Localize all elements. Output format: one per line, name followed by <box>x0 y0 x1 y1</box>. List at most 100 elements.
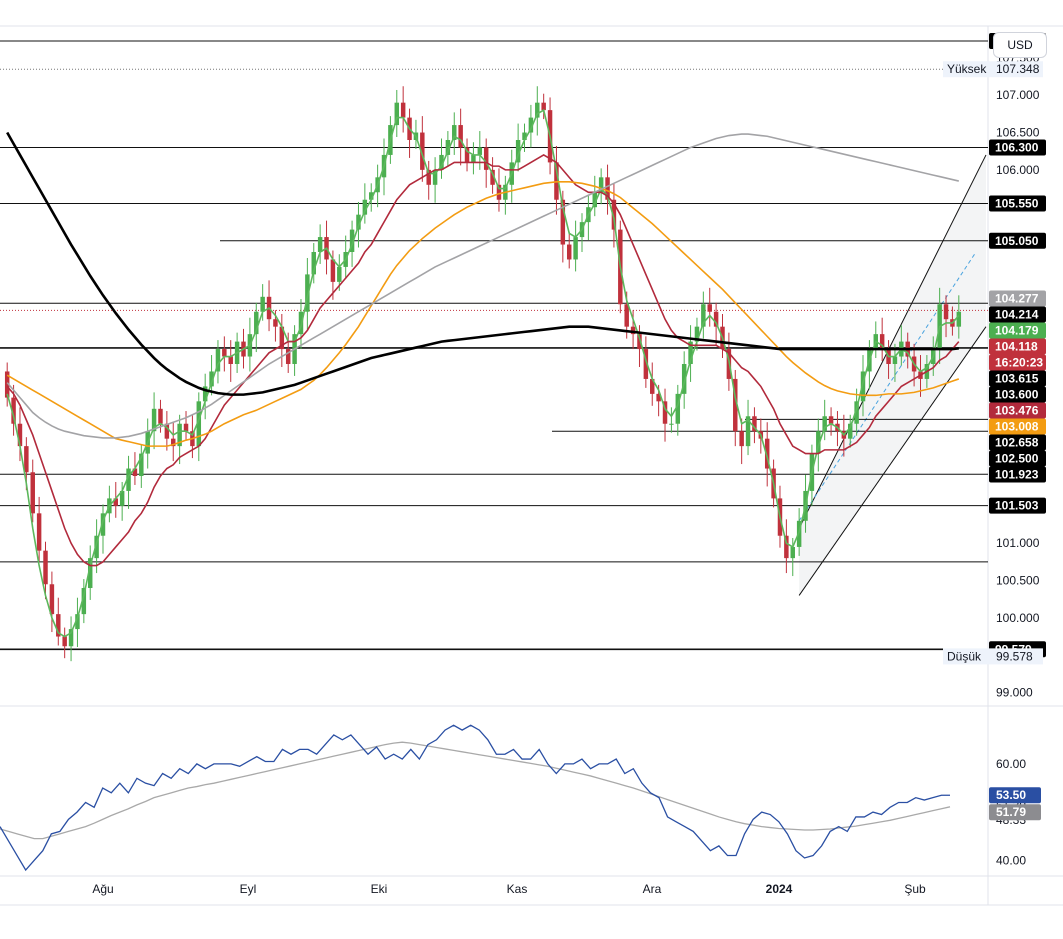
price-tag[interactable] <box>989 497 1046 514</box>
time-axis[interactable]: Ağu Eyl Eki Kas Ara 2024 Şub <box>92 882 926 896</box>
candle[interactable] <box>822 416 827 432</box>
candle[interactable] <box>650 378 655 394</box>
price-tag[interactable] <box>989 386 1046 403</box>
candle[interactable] <box>228 356 233 364</box>
price-tag[interactable] <box>989 338 1046 355</box>
candle[interactable] <box>445 140 451 155</box>
price-tag[interactable] <box>989 354 1046 371</box>
candle[interactable] <box>784 535 789 559</box>
price-tag[interactable] <box>989 402 1046 419</box>
candle[interactable] <box>535 102 540 118</box>
channel-lower-line[interactable] <box>798 326 987 596</box>
candle[interactable] <box>100 513 106 536</box>
candle[interactable] <box>368 192 374 200</box>
candle[interactable] <box>11 397 16 424</box>
candle[interactable] <box>739 431 744 447</box>
rsi-ma-tag[interactable] <box>989 804 1041 821</box>
candle[interactable] <box>854 401 859 424</box>
candle[interactable] <box>605 177 610 200</box>
candle[interactable] <box>30 472 35 514</box>
candle[interactable] <box>956 311 962 327</box>
candle[interactable] <box>669 423 674 425</box>
candle[interactable] <box>637 334 642 350</box>
candle[interactable] <box>420 132 425 170</box>
price-tag[interactable] <box>989 418 1046 435</box>
candle[interactable] <box>139 453 144 476</box>
rsi-value-tag[interactable] <box>989 787 1041 804</box>
candle[interactable] <box>611 199 617 230</box>
candle[interactable] <box>452 125 457 140</box>
candle[interactable] <box>943 304 949 320</box>
moving-average-ma-grey[interactable] <box>6 133 959 439</box>
candle[interactable] <box>87 558 93 588</box>
price-tag[interactable] <box>989 232 1046 249</box>
candle[interactable] <box>196 401 202 447</box>
candle[interactable] <box>752 416 757 432</box>
price-axis[interactable]: 99.000 100.000 100.500 101.000 106.000 106.50… <box>943 32 1046 867</box>
candle[interactable] <box>630 326 636 335</box>
candle[interactable] <box>464 147 470 163</box>
channel-upper-line[interactable] <box>798 154 987 529</box>
candle[interactable] <box>171 438 176 447</box>
candle[interactable] <box>790 546 795 559</box>
candle[interactable] <box>566 244 572 260</box>
candle[interactable] <box>643 349 649 379</box>
candle[interactable] <box>254 311 259 335</box>
candle[interactable] <box>496 184 502 200</box>
candle[interactable] <box>113 498 119 506</box>
candle[interactable] <box>400 102 406 118</box>
candle[interactable] <box>394 102 400 126</box>
candle[interactable] <box>515 140 521 163</box>
price-tag[interactable] <box>989 450 1046 467</box>
candle[interactable] <box>317 237 323 252</box>
candle[interactable] <box>528 117 534 133</box>
candle[interactable] <box>560 199 566 245</box>
candle[interactable] <box>164 423 170 439</box>
candle[interactable] <box>592 192 598 208</box>
candle[interactable] <box>694 326 700 342</box>
candle[interactable] <box>522 132 527 140</box>
candle[interactable] <box>860 371 866 402</box>
candle[interactable] <box>279 326 285 350</box>
candle[interactable] <box>158 408 163 424</box>
candle[interactable] <box>4 371 10 398</box>
candle[interactable] <box>119 490 125 506</box>
candle[interactable] <box>624 304 629 327</box>
candle[interactable] <box>43 550 48 585</box>
candle[interactable] <box>816 431 821 454</box>
rsi-line[interactable] <box>0 724 950 872</box>
candle[interactable] <box>17 423 23 447</box>
candle[interactable] <box>132 468 138 476</box>
price-tag[interactable] <box>989 370 1046 387</box>
moving-average-ma-long[interactable] <box>6 131 959 396</box>
candle[interactable] <box>330 259 336 282</box>
candle[interactable] <box>764 438 770 469</box>
candle[interactable] <box>745 416 751 447</box>
candle[interactable] <box>362 199 368 215</box>
candle[interactable] <box>490 169 495 185</box>
candle[interactable] <box>707 304 712 312</box>
moving-average-ma-slow[interactable] <box>6 181 960 447</box>
candle[interactable] <box>828 416 834 424</box>
candle[interactable] <box>598 177 604 193</box>
candle[interactable] <box>81 588 87 615</box>
currency-button[interactable]: USD <box>993 32 1047 58</box>
candle[interactable] <box>733 378 738 432</box>
candle[interactable] <box>477 147 483 155</box>
candle[interactable] <box>656 393 661 402</box>
price-tag[interactable] <box>989 195 1046 212</box>
moving-average-ma-mid[interactable] <box>6 154 960 567</box>
candle[interactable] <box>337 266 342 282</box>
price-tag[interactable] <box>989 306 1046 323</box>
candle[interactable] <box>209 371 214 387</box>
candle[interactable] <box>311 252 316 275</box>
rsi-moving-average[interactable] <box>0 741 951 840</box>
candle[interactable] <box>183 423 189 432</box>
candle[interactable] <box>483 147 489 170</box>
price-tag[interactable] <box>989 466 1046 483</box>
candle[interactable] <box>49 584 55 615</box>
candle[interactable] <box>688 341 693 364</box>
candle[interactable] <box>847 423 853 439</box>
candle[interactable] <box>75 614 80 630</box>
